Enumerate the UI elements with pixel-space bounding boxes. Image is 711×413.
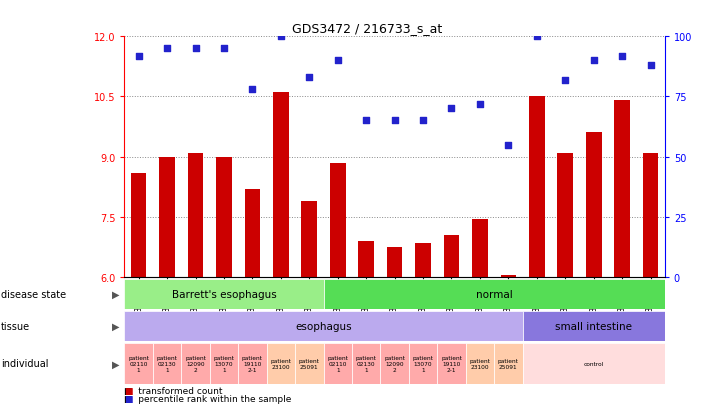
Bar <box>324 343 352 384</box>
Bar <box>159 157 175 277</box>
Bar <box>472 219 488 277</box>
Bar <box>245 189 260 277</box>
Text: ■: ■ <box>124 394 133 404</box>
Text: patient
19110
2-1: patient 19110 2-1 <box>441 355 462 372</box>
Bar <box>295 343 324 384</box>
Point <box>560 77 571 84</box>
Text: ▶: ▶ <box>112 321 119 331</box>
Bar <box>153 343 181 384</box>
Text: patient
13070
1: patient 13070 1 <box>213 355 235 372</box>
Bar <box>188 153 203 277</box>
Text: patient
19110
2-1: patient 19110 2-1 <box>242 355 263 372</box>
Bar <box>124 279 324 309</box>
Point <box>190 46 201 52</box>
Text: Barrett's esophagus: Barrett's esophagus <box>171 289 277 299</box>
Bar <box>131 173 146 277</box>
Text: patient
23100: patient 23100 <box>469 358 491 369</box>
Bar <box>238 343 267 384</box>
Text: patient
25091: patient 25091 <box>299 358 320 369</box>
Point <box>304 75 315 81</box>
Bar <box>330 163 346 277</box>
Text: ■: ■ <box>124 386 133 395</box>
Point <box>161 46 173 52</box>
Text: patient
02110
1: patient 02110 1 <box>128 355 149 372</box>
Bar <box>216 157 232 277</box>
Bar <box>387 247 402 277</box>
Text: patient
25091: patient 25091 <box>498 358 519 369</box>
Bar <box>324 279 665 309</box>
Point <box>417 118 429 124</box>
Text: small intestine: small intestine <box>555 321 632 331</box>
Point <box>218 46 230 52</box>
Text: normal: normal <box>476 289 513 299</box>
Point <box>616 53 628 59</box>
Bar <box>529 97 545 277</box>
Text: ▶: ▶ <box>112 358 119 368</box>
Bar <box>444 235 459 277</box>
Text: patient
12090
2: patient 12090 2 <box>185 355 206 372</box>
Bar <box>586 133 602 277</box>
Bar <box>494 343 523 384</box>
Text: esophagus: esophagus <box>295 321 352 331</box>
Point <box>389 118 400 124</box>
Point <box>247 87 258 93</box>
Point <box>503 142 514 148</box>
Point <box>531 34 542 40</box>
Point <box>645 63 656 69</box>
Point <box>446 106 457 112</box>
Point <box>332 58 343 64</box>
Bar <box>273 93 289 277</box>
Text: patient
02130
1: patient 02130 1 <box>356 355 377 372</box>
Text: patient
23100: patient 23100 <box>270 358 292 369</box>
Text: individual: individual <box>1 358 48 368</box>
Bar <box>352 343 380 384</box>
Bar <box>415 243 431 277</box>
Bar <box>614 101 630 277</box>
Point <box>588 58 599 64</box>
Bar <box>124 311 523 341</box>
Bar <box>643 153 658 277</box>
Text: disease state: disease state <box>1 289 66 299</box>
Text: tissue: tissue <box>1 321 30 331</box>
Bar <box>523 343 665 384</box>
Point <box>474 101 486 108</box>
Bar <box>181 343 210 384</box>
Point <box>133 53 144 59</box>
Point <box>360 118 372 124</box>
Bar <box>124 343 153 384</box>
Bar <box>501 275 516 277</box>
Bar <box>557 153 573 277</box>
Bar <box>523 311 665 341</box>
Bar <box>409 343 437 384</box>
Text: ■  transformed count: ■ transformed count <box>124 386 223 395</box>
Text: ▶: ▶ <box>112 289 119 299</box>
Text: control: control <box>584 361 604 366</box>
Bar <box>267 343 295 384</box>
Bar <box>466 343 494 384</box>
Bar <box>380 343 409 384</box>
Title: GDS3472 / 216733_s_at: GDS3472 / 216733_s_at <box>292 21 443 35</box>
Text: patient
13070
1: patient 13070 1 <box>412 355 434 372</box>
Text: patient
12090
2: patient 12090 2 <box>384 355 405 372</box>
Text: patient
02130
1: patient 02130 1 <box>156 355 178 372</box>
Bar <box>301 201 317 277</box>
Text: patient
02110
1: patient 02110 1 <box>327 355 348 372</box>
Text: ■  percentile rank within the sample: ■ percentile rank within the sample <box>124 394 292 404</box>
Point <box>275 34 287 40</box>
Bar <box>358 241 374 277</box>
Bar <box>210 343 238 384</box>
Bar <box>437 343 466 384</box>
